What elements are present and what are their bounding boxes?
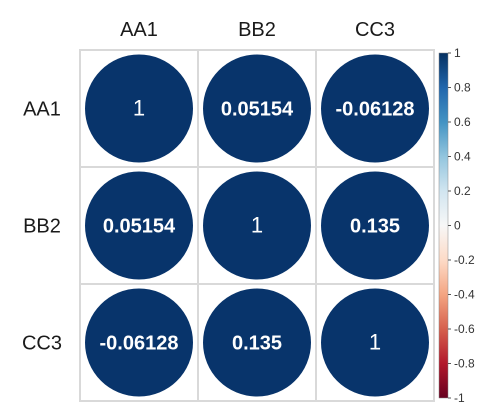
correlation-circle	[203, 54, 311, 163]
correlation-circle	[85, 171, 193, 280]
correlation-value-label: 0.135	[232, 333, 282, 355]
color-bar-tick-label: 0.8	[454, 81, 471, 95]
color-bar	[438, 52, 449, 399]
row-label: CC3	[22, 333, 62, 355]
correlation-value-label: 0.135	[350, 216, 400, 238]
correlation-value-label: 1	[369, 330, 381, 355]
correlation-value-label: 1	[251, 213, 263, 238]
col-label: BB2	[238, 19, 276, 41]
color-bar-tick-label: 0.6	[454, 115, 471, 129]
correlation-value-label: 0.05154	[221, 99, 294, 121]
row-label: BB2	[23, 216, 61, 238]
color-bar-tick-label: 1	[454, 46, 461, 60]
color-bar-tick-label: 0.4	[454, 150, 471, 164]
correlation-value-label: 0.05154	[103, 216, 176, 238]
correlation-value-label: -0.06128	[100, 333, 179, 355]
row-label: AA1	[23, 99, 61, 121]
col-label: AA1	[120, 19, 158, 41]
correlation-circle	[321, 54, 429, 163]
color-bar-tick-label: -0.2	[454, 253, 475, 267]
correlation-circle	[85, 54, 193, 163]
correlation-value-label: 1	[133, 96, 145, 121]
color-bar-tick-label: -0.4	[454, 288, 475, 302]
correlation-circle	[321, 171, 429, 280]
correlation-value-label: -0.06128	[336, 99, 415, 121]
correlation-circle	[203, 288, 311, 397]
col-label: CC3	[355, 19, 395, 41]
color-bar-tick-label: -1	[454, 391, 465, 405]
color-bar-tick-label: 0	[454, 219, 461, 233]
correlation-circle	[203, 171, 311, 280]
color-bar-tick-label: -0.8	[454, 357, 475, 371]
color-bar-tick-label: -0.6	[454, 322, 475, 336]
correlation-circle	[85, 288, 193, 397]
correlation-circle	[321, 288, 429, 397]
color-bar-tick-label: 0.2	[454, 184, 471, 198]
